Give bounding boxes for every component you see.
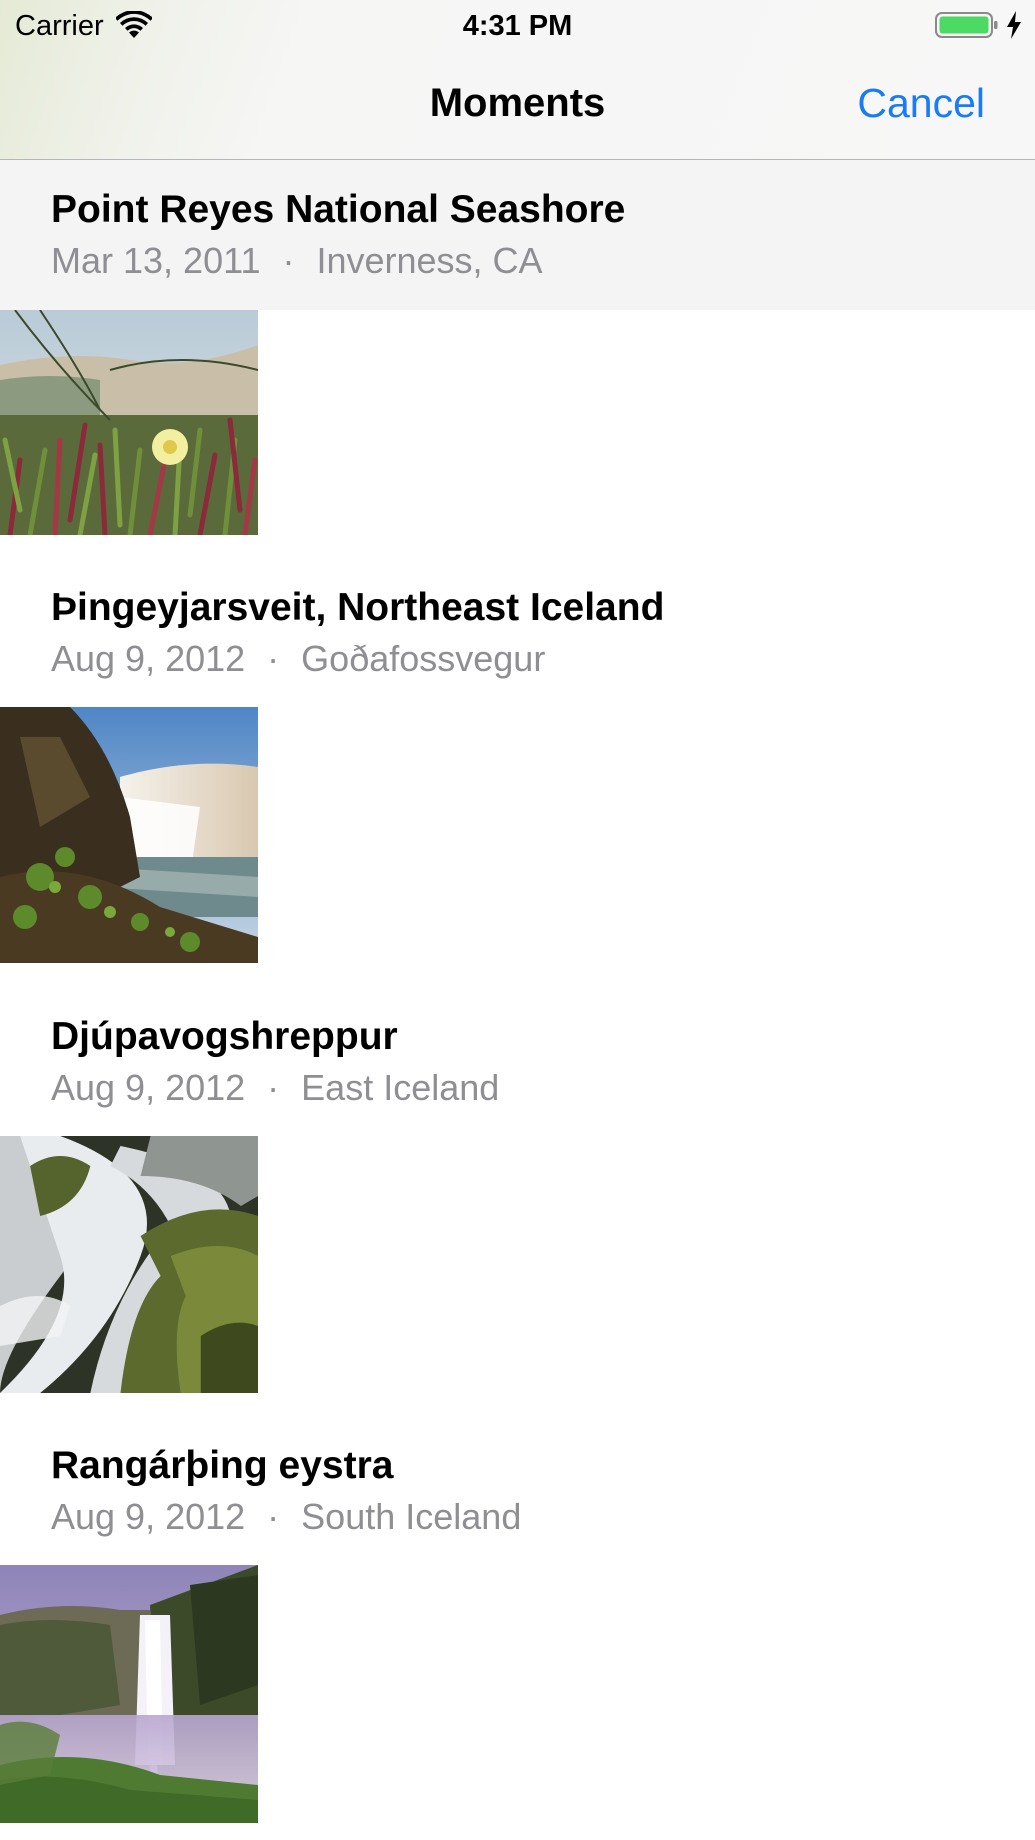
status-bar: Carrier 4:31 PM xyxy=(0,0,1035,52)
moment-subtitle: Mar 13, 2011 · Inverness, CA xyxy=(51,238,543,284)
moment-section: Djúpavogshreppur Aug 9, 2012 · East Icelan… xyxy=(0,987,1035,1416)
battery-icon xyxy=(935,10,999,40)
navigation-bar: Moments Cancel xyxy=(0,0,1035,160)
moment-subtitle: Aug 9, 2012 · Goðafossvegur xyxy=(51,636,545,682)
photo-grid xyxy=(0,707,1035,987)
photo-grid xyxy=(0,1565,1035,1823)
moment-title: Point Reyes National Seashore xyxy=(51,188,626,231)
moment-header[interactable]: Þingeyjarsveit, Northeast Iceland Aug 9,… xyxy=(0,558,1035,707)
moment-date: Aug 9, 2012 xyxy=(51,638,246,679)
moment-location: Inverness, CA xyxy=(316,240,543,281)
separator-dot: · xyxy=(282,240,295,281)
tall-waterfall-photo xyxy=(0,1565,258,1823)
separator-dot: · xyxy=(267,638,280,679)
cancel-button[interactable]: Cancel xyxy=(857,80,985,126)
charging-icon xyxy=(1005,10,1023,40)
photo-thumbnail[interactable] xyxy=(0,707,258,963)
status-time: 4:31 PM xyxy=(462,10,573,42)
moment-title: Rangárþing eystra xyxy=(51,1444,394,1487)
photo-grid xyxy=(0,310,1035,558)
moment-location: South Iceland xyxy=(301,1496,522,1537)
moment-title: Þingeyjarsveit, Northeast Iceland xyxy=(51,586,665,629)
page-title: Moments xyxy=(429,81,606,125)
moment-section: Rangárþing eystra Aug 9, 2012 · South Icel… xyxy=(0,1416,1035,1823)
separator-dot: · xyxy=(267,1496,280,1537)
photo-thumbnail[interactable] xyxy=(0,310,258,535)
moment-subtitle: Aug 9, 2012 · East Iceland xyxy=(51,1065,499,1111)
status-left: Carrier xyxy=(15,8,153,44)
wifi-icon xyxy=(114,10,153,41)
dune-flower-photo xyxy=(0,310,258,535)
status-right xyxy=(935,10,1023,40)
moment-section: Point Reyes National Seashore Mar 13, 20… xyxy=(0,160,1035,558)
moment-header[interactable]: Rangárþing eystra Aug 9, 2012 · South Icel… xyxy=(0,1416,1035,1565)
moment-date: Aug 9, 2012 xyxy=(51,1496,246,1537)
moment-location: East Iceland xyxy=(301,1067,500,1108)
moment-date: Mar 13, 2011 xyxy=(51,240,261,281)
photo-thumbnail[interactable] xyxy=(0,1136,258,1393)
separator-dot: · xyxy=(267,1067,280,1108)
waterfall-cliff-photo xyxy=(0,707,258,963)
moment-title: Djúpavogshreppur xyxy=(51,1015,398,1058)
carrier-label: Carrier xyxy=(15,10,104,42)
moment-date: Aug 9, 2012 xyxy=(51,1067,246,1108)
photo-thumbnail[interactable] xyxy=(0,1565,258,1823)
moment-header[interactable]: Djúpavogshreppur Aug 9, 2012 · East Icelan… xyxy=(0,987,1035,1136)
moment-subtitle: Aug 9, 2012 · South Iceland xyxy=(51,1494,521,1540)
moment-location: Goðafossvegur xyxy=(301,638,546,679)
photo-grid xyxy=(0,1136,1035,1416)
moments-list[interactable]: Point Reyes National Seashore Mar 13, 20… xyxy=(0,160,1035,1823)
moment-section: Þingeyjarsveit, Northeast Iceland Aug 9,… xyxy=(0,558,1035,987)
cascade-moss-photo xyxy=(0,1136,258,1393)
moment-header[interactable]: Point Reyes National Seashore Mar 13, 20… xyxy=(0,160,1035,310)
